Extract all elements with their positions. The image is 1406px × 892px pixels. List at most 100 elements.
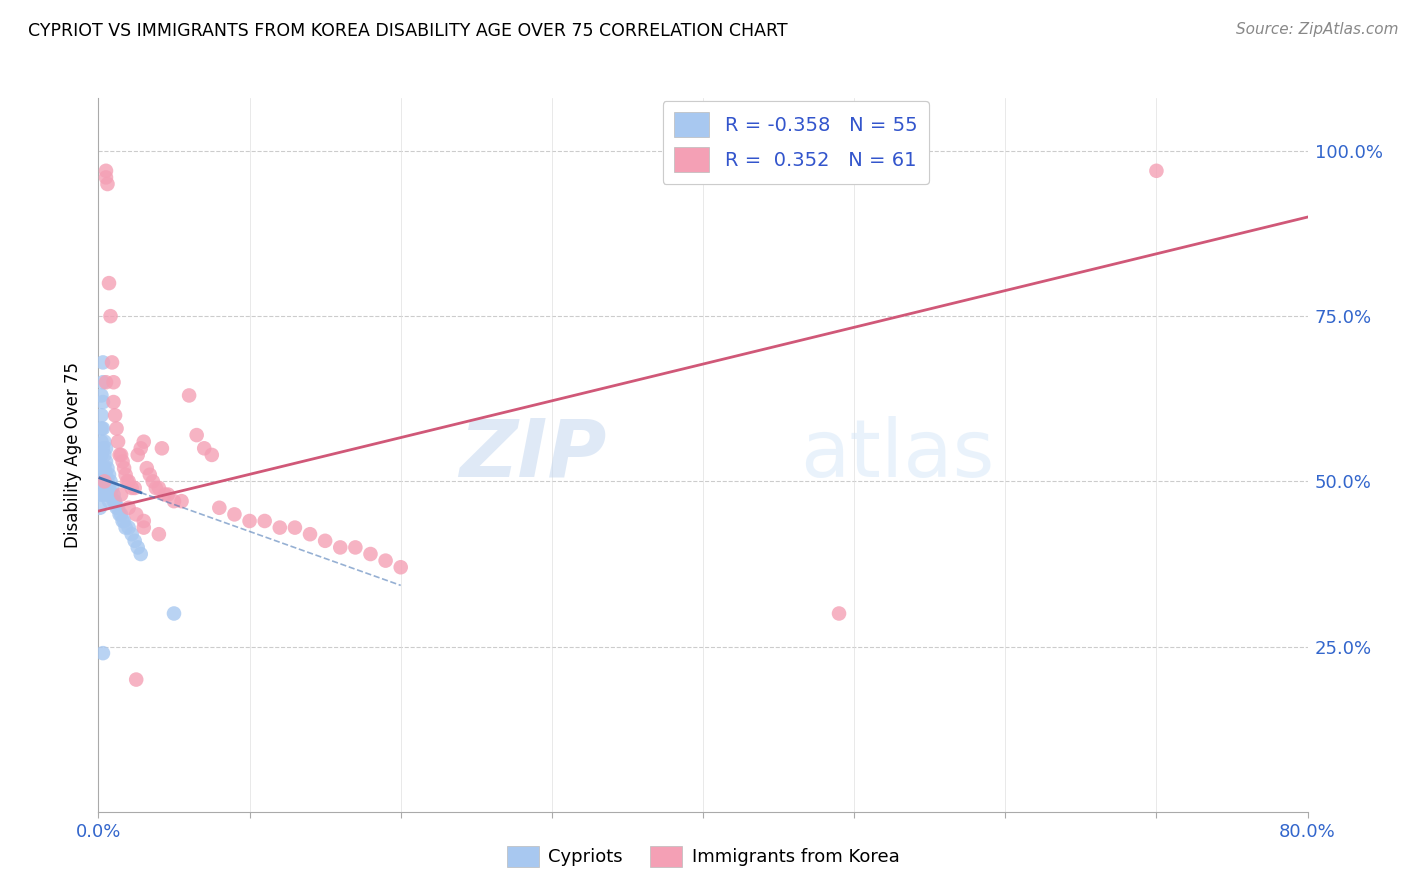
Point xyxy=(90,388,112,402)
Point xyxy=(127,541,149,555)
Point xyxy=(124,481,146,495)
Point xyxy=(108,508,131,522)
Point xyxy=(389,560,412,574)
Point xyxy=(100,487,122,501)
Point xyxy=(110,508,132,522)
Point xyxy=(129,442,152,456)
Point xyxy=(90,421,112,435)
Text: CYPRIOT VS IMMIGRANTS FROM KOREA DISABILITY AGE OVER 75 CORRELATION CHART: CYPRIOT VS IMMIGRANTS FROM KOREA DISABIL… xyxy=(28,22,787,40)
Point xyxy=(93,448,115,462)
Point xyxy=(93,434,115,449)
Point xyxy=(148,481,170,495)
Point xyxy=(156,487,179,501)
Point xyxy=(125,673,148,687)
Point xyxy=(100,475,122,489)
Point xyxy=(90,475,112,489)
Point xyxy=(103,487,125,501)
Point xyxy=(329,541,352,555)
Point xyxy=(93,475,115,489)
Point xyxy=(91,475,114,489)
Point xyxy=(111,514,134,528)
Point xyxy=(94,163,117,178)
Point xyxy=(344,541,367,555)
Point xyxy=(91,487,114,501)
Point xyxy=(96,487,118,501)
Point xyxy=(118,500,141,515)
Point xyxy=(101,481,124,495)
Point xyxy=(93,487,115,501)
Point xyxy=(1144,163,1167,178)
Point xyxy=(96,177,118,191)
Text: Source: ZipAtlas.com: Source: ZipAtlas.com xyxy=(1236,22,1399,37)
Point xyxy=(179,388,201,402)
Point xyxy=(121,527,143,541)
Point xyxy=(104,409,127,423)
Point xyxy=(100,309,122,323)
Point xyxy=(98,276,121,290)
Point xyxy=(129,547,152,561)
Point xyxy=(224,508,246,522)
Point xyxy=(91,442,114,456)
Point xyxy=(104,494,127,508)
Point xyxy=(107,500,129,515)
Point xyxy=(110,487,132,501)
Point xyxy=(90,448,112,462)
Point xyxy=(148,527,170,541)
Point xyxy=(112,461,135,475)
Point xyxy=(135,461,157,475)
Point xyxy=(101,355,124,369)
Point xyxy=(118,475,141,489)
Point xyxy=(103,376,125,390)
Point xyxy=(193,442,215,456)
Point xyxy=(93,475,115,489)
Point xyxy=(96,461,118,475)
Point xyxy=(94,170,117,185)
Point xyxy=(94,467,117,482)
Point xyxy=(153,487,176,501)
Point xyxy=(142,475,165,489)
Point xyxy=(374,554,396,568)
Point xyxy=(90,434,112,449)
Point xyxy=(105,500,128,515)
Point xyxy=(94,454,117,468)
Point xyxy=(150,442,173,456)
Point xyxy=(314,533,336,548)
Text: atlas: atlas xyxy=(800,416,994,494)
Point xyxy=(90,461,112,475)
Point xyxy=(132,514,155,528)
Point xyxy=(163,494,186,508)
Point xyxy=(132,520,155,534)
Point xyxy=(103,395,125,409)
Point xyxy=(127,448,149,462)
Point xyxy=(94,376,117,390)
Point xyxy=(91,376,114,390)
Point xyxy=(98,494,121,508)
Point xyxy=(91,355,114,369)
Point xyxy=(186,428,208,442)
Point xyxy=(91,646,114,660)
Legend: R = -0.358   N = 55, R =  0.352   N = 61: R = -0.358 N = 55, R = 0.352 N = 61 xyxy=(662,101,929,184)
Legend: Cypriots, Immigrants from Korea: Cypriots, Immigrants from Korea xyxy=(499,838,907,874)
Point xyxy=(105,421,128,435)
Point xyxy=(112,514,135,528)
Point xyxy=(103,494,125,508)
Point xyxy=(93,461,115,475)
Point xyxy=(163,607,186,621)
Point xyxy=(121,481,143,495)
Point xyxy=(98,467,121,482)
Point xyxy=(115,475,138,489)
Point xyxy=(125,508,148,522)
Point xyxy=(145,481,167,495)
Point xyxy=(139,467,162,482)
Point xyxy=(89,448,111,462)
Point xyxy=(107,434,129,449)
Point xyxy=(284,520,307,534)
Point xyxy=(94,442,117,456)
Point xyxy=(828,607,851,621)
Point xyxy=(132,434,155,449)
Point xyxy=(360,547,382,561)
Point xyxy=(98,481,121,495)
Point xyxy=(114,520,136,534)
Text: ZIP: ZIP xyxy=(458,416,606,494)
Point xyxy=(111,454,134,468)
